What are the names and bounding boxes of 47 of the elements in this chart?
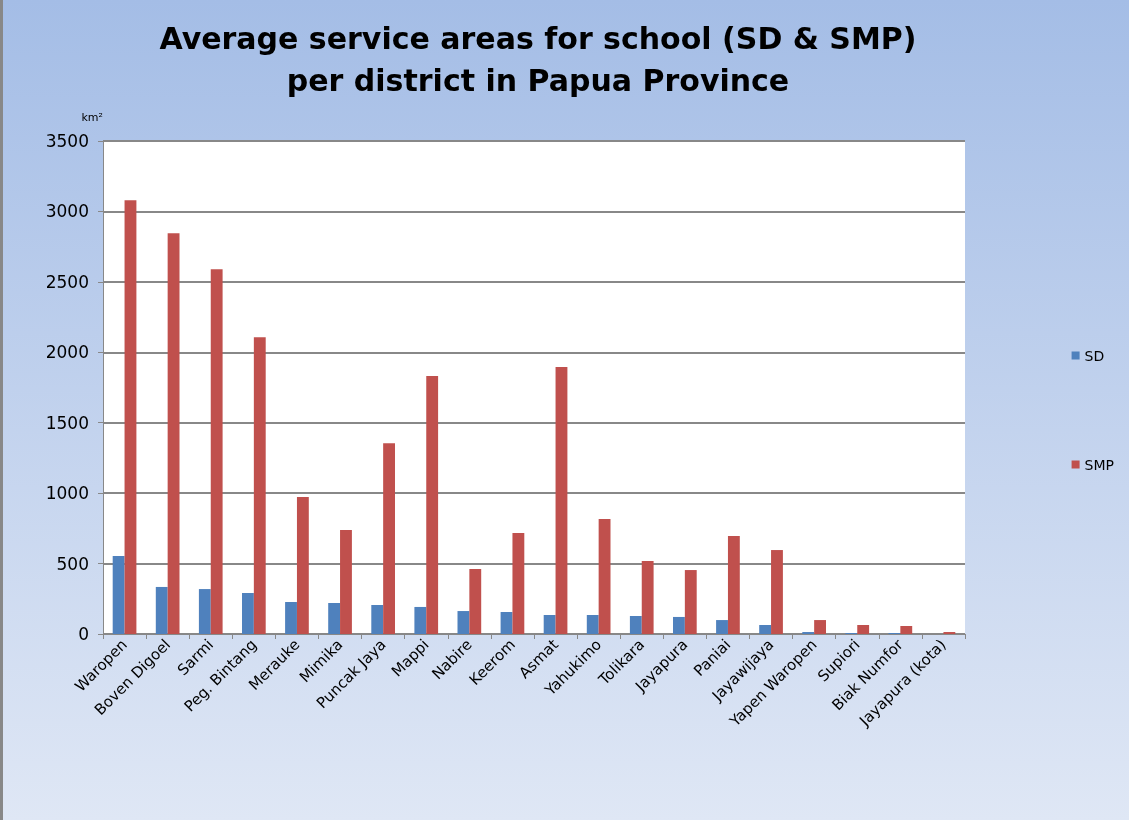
bar: [242, 593, 254, 634]
legend-label: SMP: [1084, 456, 1115, 473]
bar: [586, 614, 599, 634]
bar: [814, 620, 826, 634]
bar: [673, 616, 685, 634]
y-axis-title: km²: [81, 111, 103, 124]
bar: [469, 569, 482, 634]
bar: [210, 269, 223, 634]
bar: [426, 376, 439, 634]
bar: [155, 586, 168, 634]
bar: [629, 615, 642, 634]
bar: [340, 530, 352, 634]
bar: [727, 536, 740, 634]
bar: [716, 620, 728, 634]
y-tick-label: 1500: [45, 412, 89, 433]
bar: [771, 550, 783, 634]
bar: [857, 624, 870, 634]
bar: [112, 556, 125, 634]
y-tick-label: 2500: [45, 271, 89, 292]
bar: [543, 614, 556, 634]
y-tick-label: 500: [56, 553, 89, 574]
bar: [500, 612, 513, 634]
bar: [296, 497, 309, 634]
bar: [512, 533, 525, 634]
bar: [124, 200, 137, 634]
legend-label: SD: [1084, 347, 1105, 364]
bar: [641, 561, 654, 634]
bar: [598, 519, 611, 634]
bar: [328, 603, 341, 634]
bar: [285, 602, 297, 634]
bar: [383, 443, 395, 634]
bar: [759, 624, 772, 634]
bar: [253, 337, 266, 634]
bar: [900, 625, 913, 634]
bar: [198, 589, 211, 634]
bar: [555, 367, 568, 634]
chart-title: Average service areas for school (SD & SMP) per district in Papua Province: [159, 20, 917, 98]
y-tick-label: 3500: [45, 131, 89, 151]
y-tick-label: 0: [78, 624, 89, 644]
y-tick-label: 1000: [45, 483, 89, 504]
bar: [457, 611, 470, 634]
y-tick-label: 3000: [45, 201, 89, 222]
bar: [414, 606, 427, 634]
bar: [371, 604, 384, 634]
bar: [684, 570, 697, 634]
y-tick-label: 2000: [45, 342, 89, 363]
bar: [167, 233, 180, 634]
